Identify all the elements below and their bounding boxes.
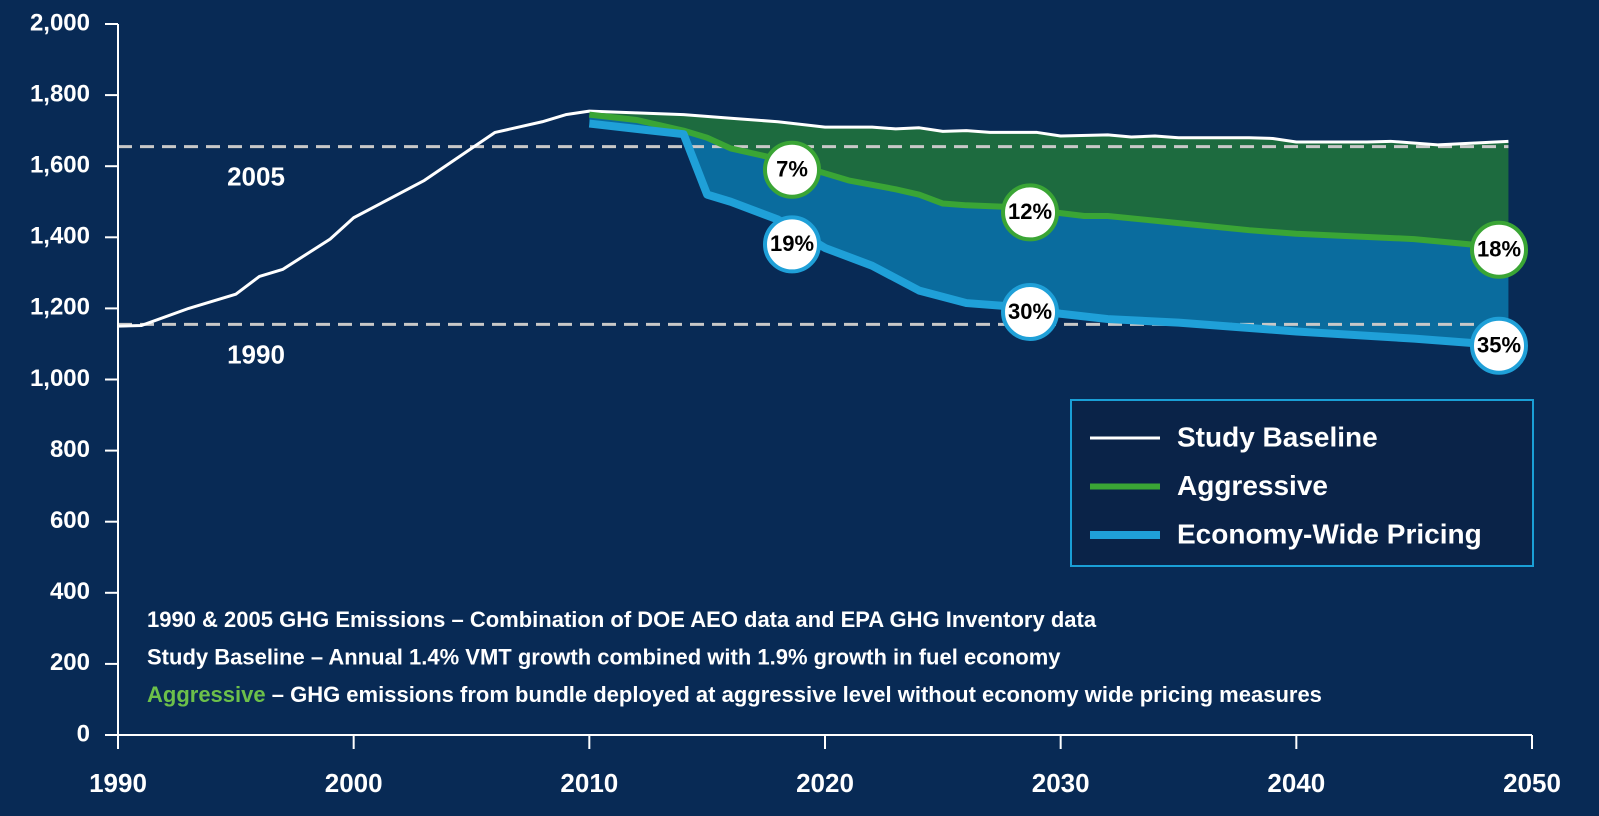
y-tick-label: 600 xyxy=(50,507,90,534)
legend-label: Economy-Wide Pricing xyxy=(1177,518,1482,549)
note: 1990 & 2005 GHG Emissions – Combination … xyxy=(147,607,1097,632)
annotation-label: 30% xyxy=(1008,299,1052,324)
legend-label: Study Baseline xyxy=(1177,421,1378,452)
y-tick-label: 800 xyxy=(50,436,90,463)
y-tick-label: 200 xyxy=(50,649,90,676)
series-line xyxy=(117,109,1509,328)
annotation-circle xyxy=(1001,282,1060,341)
x-tick-label: 1990 xyxy=(89,768,147,798)
reference-label: 2005 xyxy=(227,162,285,192)
note-highlight: Aggressive xyxy=(147,682,266,707)
series-line xyxy=(588,119,1509,350)
annotation-label: 12% xyxy=(1008,199,1052,224)
x-tick-label: 2030 xyxy=(1032,768,1090,798)
annotation-circle xyxy=(1470,220,1529,279)
note: Aggressive – GHG emissions from bundle d… xyxy=(147,682,1322,707)
reference-label: 1990 xyxy=(227,339,285,369)
x-tick-label: 2010 xyxy=(560,768,618,798)
aggressive-area xyxy=(589,111,1509,248)
note-text: – GHG emissions from bundle deployed at … xyxy=(266,682,1322,707)
annotation-circle xyxy=(763,215,822,274)
annotation-circle xyxy=(763,140,822,199)
x-tick-label: 2000 xyxy=(325,768,383,798)
annotation-circle xyxy=(1001,183,1060,242)
y-tick-label: 1,000 xyxy=(30,365,90,392)
note: Study Baseline – Annual 1.4% VMT growth … xyxy=(147,644,1061,669)
series-line xyxy=(588,111,1509,251)
y-tick-label: 1,400 xyxy=(30,223,90,250)
y-tick-label: 1,800 xyxy=(30,80,90,107)
legend-label: Aggressive xyxy=(1177,470,1328,501)
y-tick-label: 1,600 xyxy=(30,152,90,179)
annotation-label: 35% xyxy=(1477,333,1521,358)
y-tick-label: 1,200 xyxy=(30,294,90,321)
x-tick-label: 2050 xyxy=(1503,768,1561,798)
x-tick-label: 2040 xyxy=(1267,768,1325,798)
y-tick-label: 0 xyxy=(77,720,90,747)
x-tick-label: 2020 xyxy=(796,768,854,798)
annotation-label: 18% xyxy=(1477,237,1521,262)
annotation-circle xyxy=(1470,316,1529,375)
y-tick-label: 2,000 xyxy=(30,9,90,36)
annotation-label: 7% xyxy=(776,157,808,182)
annotation-label: 19% xyxy=(770,231,814,256)
y-tick-label: 400 xyxy=(50,578,90,605)
